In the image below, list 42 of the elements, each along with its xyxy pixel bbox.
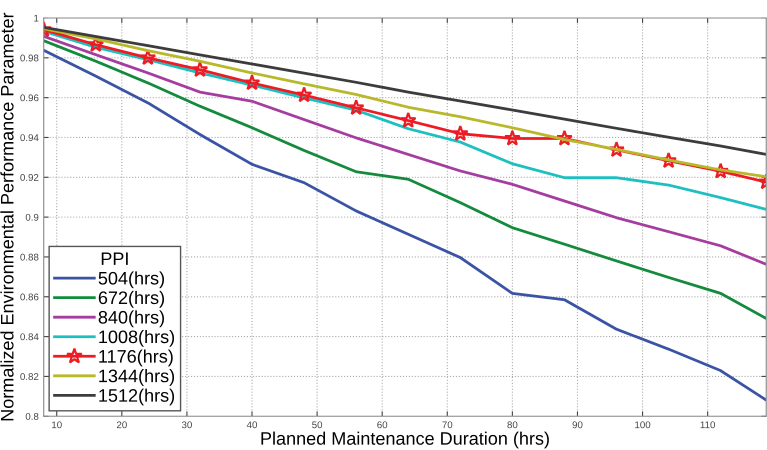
y-tick-label: 0.8 — [26, 412, 38, 420]
x-tick-label: 60 — [377, 421, 388, 428]
point — [608, 141, 625, 158]
x-tick-label: 40 — [246, 421, 258, 428]
x-tick-label: 30 — [182, 421, 192, 428]
point — [244, 74, 260, 90]
legend-label: 1176(hrs) — [99, 350, 173, 366]
y-tick-label: 0.84 — [20, 333, 39, 340]
y-tick-label: 0.98 — [20, 54, 38, 62]
legend-label: 1512(hrs) — [99, 388, 174, 406]
x-tick-label: 70 — [442, 421, 452, 428]
point — [348, 99, 365, 116]
x-tick-label: 100 — [635, 421, 650, 428]
x-tick-label: 90 — [572, 421, 582, 428]
legend-label: 504(hrs) — [98, 271, 164, 288]
x-tick-label: 50 — [312, 421, 322, 428]
y-axis-title: Normalized Environmental Performance Parameter — [0, 12, 14, 420]
x-tick-label: 10 — [52, 421, 62, 428]
y-tick-label: 0.9 — [26, 214, 38, 221]
legend-label: 1008(hrs) — [99, 330, 174, 347]
point — [400, 112, 417, 128]
legend-label: 840(hrs) — [98, 310, 164, 328]
point — [556, 130, 573, 146]
point — [504, 130, 521, 146]
x-tick-label: 80 — [507, 421, 518, 428]
point — [452, 124, 469, 141]
x-axis-title: Planned Maintenance Duration (hrs) — [261, 432, 549, 448]
y-tick-label: 0.94 — [20, 134, 39, 142]
legend-title: PPI — [102, 252, 128, 265]
y-tick-label: 0.82 — [20, 373, 38, 380]
legend-label: 672(hrs) — [98, 290, 164, 308]
point — [660, 152, 677, 168]
x-tick-label: 20 — [116, 421, 127, 428]
point — [192, 61, 208, 78]
y-tick-label: 0.86 — [20, 294, 38, 300]
y-tick-label: 0.92 — [20, 174, 38, 181]
y-tick-label: 1 — [34, 14, 38, 22]
legend-label: 1344(hrs) — [99, 369, 174, 386]
y-tick-label: 0.88 — [20, 254, 38, 261]
point — [296, 86, 312, 102]
x-tick-label: 110 — [700, 421, 716, 428]
y-tick-label: 0.96 — [20, 94, 38, 102]
